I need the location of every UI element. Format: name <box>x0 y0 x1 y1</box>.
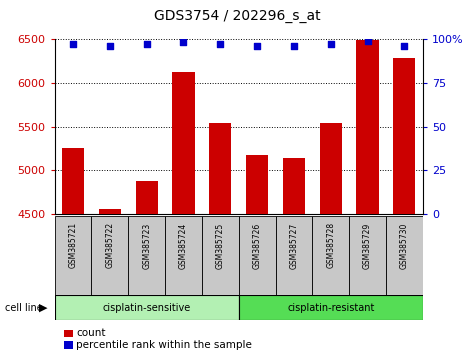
Text: GSM385725: GSM385725 <box>216 222 225 269</box>
Bar <box>209 123 231 214</box>
Text: GSM385721: GSM385721 <box>68 222 77 268</box>
Bar <box>313 216 349 296</box>
Bar <box>320 123 342 214</box>
Text: GSM385727: GSM385727 <box>289 222 298 269</box>
Bar <box>276 216 313 296</box>
Point <box>69 41 77 47</box>
Point <box>400 43 408 49</box>
Text: cisplatin-resistant: cisplatin-resistant <box>287 303 374 313</box>
Text: GSM385723: GSM385723 <box>142 222 151 269</box>
Text: GSM385722: GSM385722 <box>105 222 114 268</box>
Text: GSM385729: GSM385729 <box>363 222 372 269</box>
Point <box>290 43 298 49</box>
Text: count: count <box>76 329 105 338</box>
Text: cisplatin-sensitive: cisplatin-sensitive <box>103 303 191 313</box>
Bar <box>55 295 238 320</box>
Text: GSM385730: GSM385730 <box>400 222 409 269</box>
Bar <box>62 148 84 214</box>
Point <box>253 43 261 49</box>
Bar <box>238 295 423 320</box>
Bar <box>165 216 202 296</box>
Point <box>106 43 114 49</box>
Point <box>143 41 151 47</box>
Point <box>180 40 187 45</box>
Bar <box>202 216 238 296</box>
Point <box>364 38 371 44</box>
Text: GSM385724: GSM385724 <box>179 222 188 269</box>
Bar <box>99 209 121 214</box>
Text: percentile rank within the sample: percentile rank within the sample <box>76 340 252 350</box>
Bar <box>356 40 379 214</box>
Text: cell line: cell line <box>5 303 42 313</box>
Text: GDS3754 / 202296_s_at: GDS3754 / 202296_s_at <box>154 9 321 23</box>
Bar <box>238 216 276 296</box>
Bar <box>349 216 386 296</box>
Bar <box>172 72 195 214</box>
Bar <box>283 158 305 214</box>
Bar <box>136 181 158 214</box>
Bar <box>91 216 128 296</box>
Bar <box>386 216 423 296</box>
Bar <box>128 216 165 296</box>
Bar <box>246 155 268 214</box>
Text: GSM385728: GSM385728 <box>326 222 335 268</box>
Bar <box>55 216 91 296</box>
Point <box>217 41 224 47</box>
Bar <box>393 58 415 214</box>
Text: GSM385726: GSM385726 <box>253 222 262 269</box>
Text: ▶: ▶ <box>39 303 48 313</box>
Point <box>327 41 334 47</box>
